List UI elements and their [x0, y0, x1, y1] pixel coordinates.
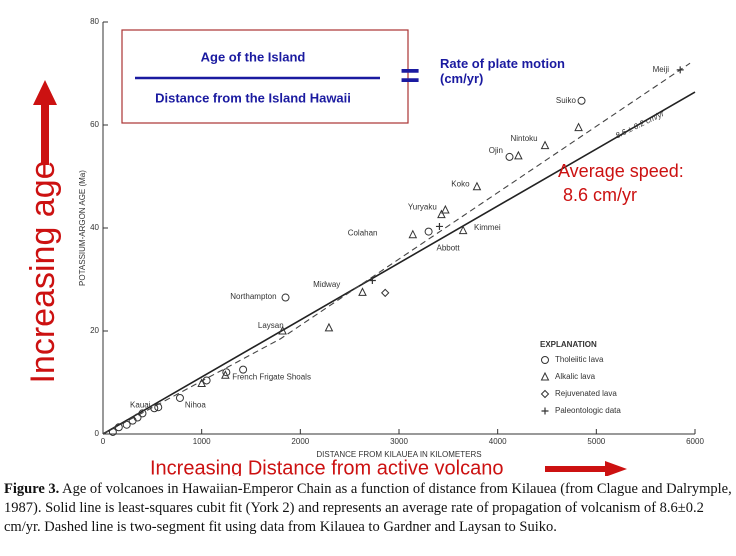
point-label: Colahan [348, 228, 378, 237]
fit-line [102, 91, 696, 435]
formula-numerator: Age of the Island [201, 49, 306, 64]
point [221, 370, 230, 379]
speed-label: Average speed: [558, 161, 684, 181]
legend-marker [540, 371, 550, 381]
point [108, 427, 117, 436]
caption-text: Age of volcanoes in Hawaiian-Emperor Cha… [4, 481, 732, 535]
up-arrow [33, 80, 57, 165]
point [472, 181, 482, 191]
fit-line [102, 62, 691, 435]
point [437, 209, 446, 219]
legend-marker [541, 356, 549, 364]
chart: POTASSIUM-ARGON AGE (Ma) DISTANCE FROM K… [24, 17, 704, 479]
point [514, 150, 523, 160]
point [574, 122, 583, 132]
formula-denominator: Distance from the Island Hawaii [155, 90, 351, 105]
point-label: Nintoku [510, 134, 537, 143]
point [505, 152, 514, 161]
line-label: 8.6 ± 0.2 cm/yr [614, 109, 666, 140]
point [138, 409, 147, 418]
bottom-label: Increasing Distance from active volcano [150, 457, 504, 476]
point [577, 96, 586, 105]
point-label: French Frigate Shoals [232, 372, 311, 381]
point-label: Kauai [130, 400, 151, 409]
point-label: Yuryaku [408, 203, 437, 212]
y-axis-title: POTASSIUM-ARGON AGE (Ma) [78, 170, 87, 286]
point [281, 293, 290, 302]
point [358, 287, 367, 296]
slide-overlay: Age of the Island Distance from the Isla… [24, 29, 684, 479]
point [150, 404, 159, 413]
point [175, 393, 184, 402]
y-tick-label: 80 [90, 17, 99, 26]
point-label: Northampton [230, 292, 276, 301]
point [540, 140, 550, 150]
x-tick-label: 4000 [489, 437, 507, 446]
point [458, 225, 468, 235]
point-label: Kimmei [474, 223, 501, 232]
caption: Figure 3. Age of volcanoes in Hawaiian-E… [4, 480, 732, 537]
point-label: Ojin [489, 146, 503, 155]
point [197, 378, 206, 388]
y-tick-label: 20 [90, 326, 99, 335]
point [239, 365, 248, 374]
point-label: Meiji [653, 65, 670, 74]
point-label: Suiko [556, 96, 577, 105]
x-tick-label: 6000 [686, 437, 704, 446]
formula-result-box: Rate of plate motion (cm/yr) [440, 56, 565, 86]
y-tick-label: 0 [95, 429, 100, 438]
point [114, 423, 123, 432]
point-label: Koko [451, 179, 470, 188]
point [154, 403, 163, 412]
legend-label: Tholeiitic lava [555, 355, 604, 364]
point [380, 288, 390, 298]
point [202, 376, 211, 385]
y-tick-label: 60 [90, 120, 99, 129]
point [133, 413, 142, 422]
x-tick-label: 5000 [587, 437, 605, 446]
side-label: Increasing age [24, 160, 62, 383]
point [435, 222, 443, 230]
x-tick-label: 1000 [193, 437, 211, 446]
x-axis-title: DISTANCE FROM KILAUEA IN KILOMETERS [316, 450, 481, 459]
caption-figure: Figure 3. [4, 481, 60, 497]
legend-marker [540, 389, 550, 399]
legend-label: Paleontologic data [555, 406, 621, 415]
y-tick-label: 40 [90, 223, 99, 232]
point-label: Nihoa [185, 400, 206, 409]
legend-label: Rejuvenated lava [555, 389, 617, 398]
legend-marker [541, 407, 549, 415]
point [368, 277, 376, 285]
point-label: Laysan [258, 321, 284, 330]
x-tick-label: 3000 [390, 437, 408, 446]
point-label: Abbott [436, 244, 460, 253]
x-tick-label: 2000 [291, 437, 309, 446]
point [441, 204, 450, 214]
point [122, 420, 131, 429]
legend-title: EXPLANATION [540, 340, 597, 349]
formula-result: Rate of plate motion (cm/yr) [440, 56, 565, 86]
x-tick-label: 0 [101, 437, 106, 446]
point [408, 229, 418, 239]
formula-box [121, 29, 409, 124]
point [424, 227, 433, 236]
point [324, 322, 334, 332]
point [222, 368, 231, 377]
point [278, 325, 287, 335]
right-arrow [545, 461, 627, 477]
legend-label: Alkalic lava [555, 372, 596, 381]
point [676, 66, 684, 74]
point-label: Midway [313, 280, 340, 289]
formula-equals: = [400, 57, 420, 95]
speed-label: 8.6 cm/yr [563, 185, 637, 205]
